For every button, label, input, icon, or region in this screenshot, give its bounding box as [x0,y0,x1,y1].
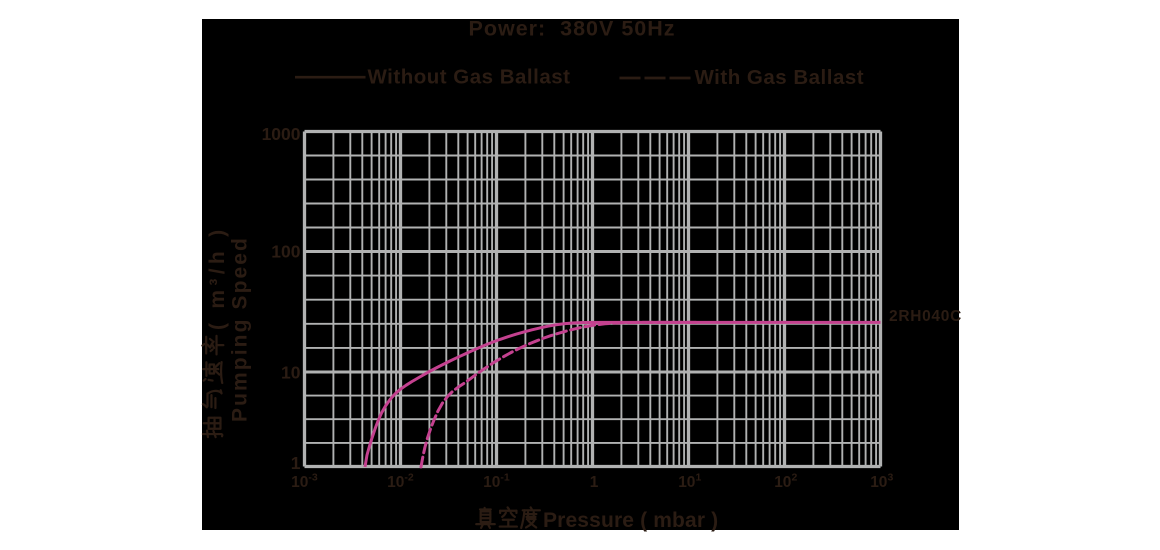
svg-text:Pressure ( mbar ): Pressure ( mbar ) [543,509,718,532]
svg-text:( m³/h ): ( m³/h ) [206,226,229,330]
svg-text:With Gas Ballast: With Gas Ballast [695,66,865,89]
svg-text:1: 1 [590,474,599,491]
svg-text:Without Gas Ballast: Without Gas Ballast [368,66,571,89]
svg-text:Pumping Speed: Pumping Speed [229,236,252,422]
svg-text:100: 100 [271,242,300,262]
svg-text:2RH040C: 2RH040C [889,308,962,325]
svg-text:1000: 1000 [262,124,301,144]
svg-text:Power: 380V 50Hz: Power: 380V 50Hz [469,17,676,41]
svg-text:10: 10 [281,363,301,383]
svg-text:1: 1 [291,453,301,473]
